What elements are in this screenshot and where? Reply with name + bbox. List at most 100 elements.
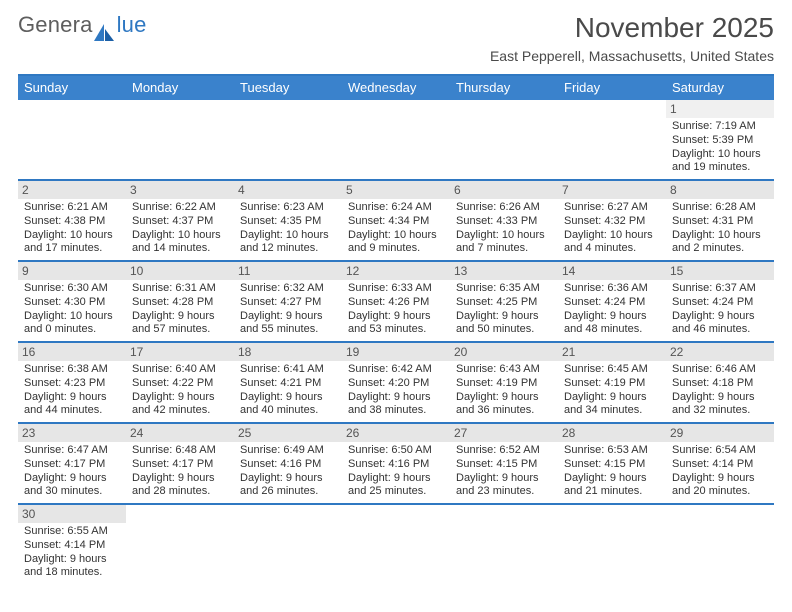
sunrise-value: 6:47 AM [67,444,107,456]
sunrise-value: 6:36 AM [607,282,647,294]
calendar-cell-empty [558,100,666,179]
sunset-value: 4:31 PM [712,215,753,227]
daylight-value: 9 hours and 30 minutes. [24,472,107,498]
day-info: Sunrise: 6:36 AMSunset: 4:24 PMDaylight:… [564,282,660,337]
sunset-line: Sunset: 4:20 PM [348,377,444,391]
weekday-header: Sunday [18,76,126,100]
sunrise-line: Sunrise: 6:47 AM [24,444,120,458]
sunset-line: Sunset: 4:32 PM [564,215,660,229]
sunset-line: Sunset: 4:17 PM [132,458,228,472]
sunrise-value: 6:21 AM [67,201,107,213]
day-info: Sunrise: 6:40 AMSunset: 4:22 PMDaylight:… [132,363,228,418]
sunrise-line: Sunrise: 6:28 AM [672,201,768,215]
sunset-value: 4:34 PM [388,215,429,227]
day-number: 6 [450,181,558,199]
day-info: Sunrise: 6:24 AMSunset: 4:34 PMDaylight:… [348,201,444,256]
day-info: Sunrise: 6:30 AMSunset: 4:30 PMDaylight:… [24,282,120,337]
sunset-value: 4:23 PM [64,377,105,389]
sunset-value: 5:39 PM [712,134,753,146]
daylight-value: 10 hours and 0 minutes. [24,310,113,336]
calendar-cell: 15Sunrise: 6:37 AMSunset: 4:24 PMDayligh… [666,262,774,341]
daylight-value: 9 hours and 53 minutes. [348,310,431,336]
sunrise-line: Sunrise: 6:24 AM [348,201,444,215]
sunset-line: Sunset: 4:28 PM [132,296,228,310]
daylight-line: Daylight: 9 hours and 38 minutes. [348,391,444,419]
daylight-value: 10 hours and 19 minutes. [672,148,761,174]
sunset-value: 4:21 PM [280,377,321,389]
sunrise-value: 6:33 AM [391,282,431,294]
day-info: Sunrise: 6:45 AMSunset: 4:19 PMDaylight:… [564,363,660,418]
sunrise-line: Sunrise: 6:30 AM [24,282,120,296]
daylight-value: 9 hours and 44 minutes. [24,391,107,417]
sunset-value: 4:15 PM [496,458,537,470]
sunrise-value: 6:23 AM [283,201,323,213]
sunset-line: Sunset: 4:38 PM [24,215,120,229]
weekday-header: Saturday [666,76,774,100]
calendar-cell: 9Sunrise: 6:30 AMSunset: 4:30 PMDaylight… [18,262,126,341]
calendar-cell: 1Sunrise: 7:19 AMSunset: 5:39 PMDaylight… [666,100,774,179]
calendar-cell: 13Sunrise: 6:35 AMSunset: 4:25 PMDayligh… [450,262,558,341]
sunrise-line: Sunrise: 6:35 AM [456,282,552,296]
daylight-line: Daylight: 9 hours and 55 minutes. [240,310,336,338]
calendar-cell: 20Sunrise: 6:43 AMSunset: 4:19 PMDayligh… [450,343,558,422]
calendar-cell: 24Sunrise: 6:48 AMSunset: 4:17 PMDayligh… [126,424,234,503]
daylight-line: Daylight: 9 hours and 32 minutes. [672,391,768,419]
daylight-value: 9 hours and 32 minutes. [672,391,755,417]
calendar-cell: 21Sunrise: 6:45 AMSunset: 4:19 PMDayligh… [558,343,666,422]
daylight-line: Daylight: 9 hours and 40 minutes. [240,391,336,419]
sunrise-line: Sunrise: 6:41 AM [240,363,336,377]
sunrise-line: Sunrise: 6:55 AM [24,525,120,539]
daylight-line: Daylight: 10 hours and 9 minutes. [348,229,444,257]
daylight-value: 9 hours and 20 minutes. [672,472,755,498]
sunrise-line: Sunrise: 6:40 AM [132,363,228,377]
sunset-line: Sunset: 4:21 PM [240,377,336,391]
daylight-line: Daylight: 9 hours and 50 minutes. [456,310,552,338]
sunset-line: Sunset: 4:17 PM [24,458,120,472]
calendar-week: 2Sunrise: 6:21 AMSunset: 4:38 PMDaylight… [18,181,774,262]
sunset-value: 4:14 PM [712,458,753,470]
calendar-cell-empty [558,505,666,584]
sunrise-line: Sunrise: 7:19 AM [672,120,768,134]
day-info: Sunrise: 6:46 AMSunset: 4:18 PMDaylight:… [672,363,768,418]
calendar-cell-empty [234,100,342,179]
day-info: Sunrise: 6:32 AMSunset: 4:27 PMDaylight:… [240,282,336,337]
calendar-cell: 4Sunrise: 6:23 AMSunset: 4:35 PMDaylight… [234,181,342,260]
sunrise-value: 6:49 AM [283,444,323,456]
calendar-cell: 30 Sunrise: 6:55 AMSunset: 4:14 PMDayligh… [18,505,126,584]
logo-text-right: lue [117,12,147,38]
calendar-cell: 12Sunrise: 6:33 AMSunset: 4:26 PMDayligh… [342,262,450,341]
weekday-header: Thursday [450,76,558,100]
sunset-value: 4:15 PM [604,458,645,470]
sunrise-value: 6:50 AM [391,444,431,456]
sunset-line: Sunset: 4:19 PM [456,377,552,391]
sunset-value: 4:22 PM [172,377,213,389]
day-info: Sunrise: 7:19 AMSunset: 5:39 PMDaylight:… [672,120,768,175]
sunset-line: Sunset: 4:33 PM [456,215,552,229]
weekday-header-row: SundayMondayTuesdayWednesdayThursdayFrid… [18,76,774,100]
sunrise-line: Sunrise: 6:54 AM [672,444,768,458]
sunrise-value: 6:37 AM [715,282,755,294]
daylight-value: 10 hours and 17 minutes. [24,229,113,255]
sunset-value: 4:19 PM [496,377,537,389]
day-info: Sunrise: 6:42 AMSunset: 4:20 PMDaylight:… [348,363,444,418]
sunrise-line: Sunrise: 6:21 AM [24,201,120,215]
sunset-line: Sunset: 4:16 PM [348,458,444,472]
daylight-line: Daylight: 9 hours and 53 minutes. [348,310,444,338]
daylight-value: 9 hours and 48 minutes. [564,310,647,336]
calendar-cell: 14Sunrise: 6:36 AMSunset: 4:24 PMDayligh… [558,262,666,341]
sail-icon [94,22,116,40]
daylight-line: Daylight: 9 hours and 44 minutes. [24,391,120,419]
sunrise-value: 6:52 AM [499,444,539,456]
sunset-value: 4:20 PM [388,377,429,389]
sunset-line: Sunset: 4:15 PM [456,458,552,472]
day-number: 30 [18,505,126,523]
sunset-line: Sunset: 4:30 PM [24,296,120,310]
daylight-line: Daylight: 9 hours and 25 minutes. [348,472,444,500]
sunset-line: Sunset: 4:37 PM [132,215,228,229]
day-number: 16 [18,343,126,361]
day-number: 3 [126,181,234,199]
day-info: Sunrise: 6:37 AMSunset: 4:24 PMDaylight:… [672,282,768,337]
sunrise-line: Sunrise: 6:22 AM [132,201,228,215]
day-info: Sunrise: 6:55 AMSunset: 4:14 PMDaylight:… [24,525,120,580]
sunrise-value: 6:27 AM [607,201,647,213]
